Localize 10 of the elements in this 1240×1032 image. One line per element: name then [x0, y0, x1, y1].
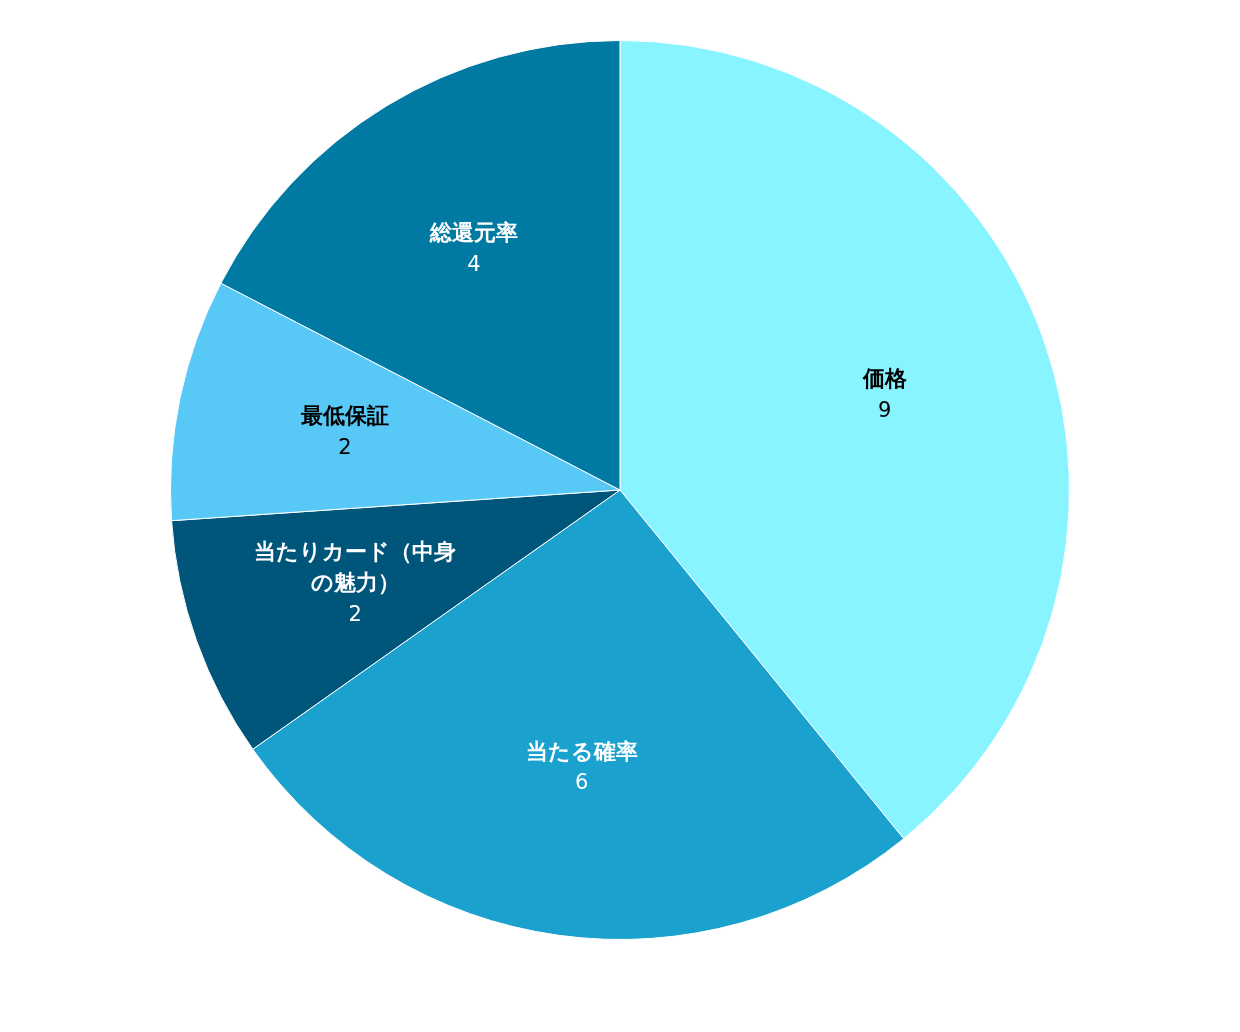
slice-label: 当たる確率: [525, 738, 638, 764]
data-label: 4: [467, 251, 481, 276]
data-label: 9: [878, 397, 892, 422]
data-label: 2: [348, 601, 362, 626]
slice-label: 価格: [861, 366, 908, 392]
slice-label: 総還元率: [429, 220, 519, 246]
data-label: 6: [575, 770, 589, 795]
data-label: 2: [338, 434, 352, 459]
slice-label: 最低保証: [299, 403, 389, 429]
slice-label: 当たりカード（中身の魅力）: [254, 538, 457, 595]
